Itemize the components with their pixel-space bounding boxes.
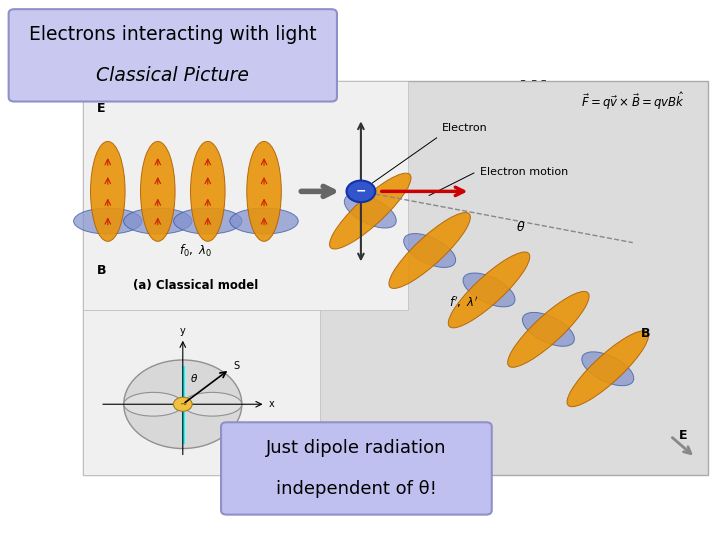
Ellipse shape [140, 141, 175, 241]
Text: Just dipole radiation: Just dipole radiation [266, 439, 446, 457]
Text: Electron: Electron [442, 123, 488, 133]
Text: Electrons interacting with light: Electrons interacting with light [29, 25, 317, 44]
Circle shape [124, 360, 242, 449]
Text: −: − [356, 185, 366, 198]
Text: S: S [234, 361, 240, 372]
Ellipse shape [124, 208, 192, 234]
Ellipse shape [463, 273, 515, 307]
Ellipse shape [582, 352, 634, 386]
Text: Classical Picture: Classical Picture [96, 66, 249, 85]
Ellipse shape [449, 252, 530, 328]
Text: ~: ~ [179, 400, 186, 409]
Text: E: E [678, 429, 687, 442]
Ellipse shape [404, 234, 456, 267]
FancyBboxPatch shape [221, 422, 492, 515]
Ellipse shape [247, 141, 282, 241]
Text: $\theta$: $\theta$ [516, 220, 525, 234]
FancyBboxPatch shape [83, 81, 708, 475]
Ellipse shape [73, 208, 142, 234]
Text: ‾   ‾  ‾: ‾ ‾ ‾ [520, 80, 546, 90]
Text: Electron motion: Electron motion [480, 167, 568, 177]
FancyBboxPatch shape [83, 81, 408, 309]
Ellipse shape [91, 141, 125, 241]
Text: $\theta$: $\theta$ [189, 372, 198, 384]
Ellipse shape [183, 393, 242, 416]
Text: B: B [641, 327, 650, 340]
Ellipse shape [567, 331, 649, 407]
Ellipse shape [523, 313, 575, 346]
Circle shape [174, 397, 192, 411]
Ellipse shape [508, 292, 589, 367]
Text: $f_0,\ \lambda_0$: $f_0,\ \lambda_0$ [179, 242, 212, 259]
Ellipse shape [330, 173, 411, 249]
Text: x: x [269, 399, 274, 409]
Ellipse shape [344, 194, 396, 228]
Ellipse shape [230, 208, 298, 234]
Text: (a) Classical model: (a) Classical model [132, 280, 258, 293]
Text: independent of θ!: independent of θ! [276, 480, 437, 498]
FancyBboxPatch shape [83, 309, 320, 475]
Ellipse shape [191, 141, 225, 241]
Text: E: E [97, 102, 106, 115]
Text: y: y [180, 326, 186, 336]
Ellipse shape [389, 213, 470, 288]
Circle shape [346, 180, 375, 202]
Text: B: B [96, 264, 107, 276]
Text: $f',\ \lambda'$: $f',\ \lambda'$ [449, 294, 479, 309]
Ellipse shape [174, 208, 242, 234]
FancyBboxPatch shape [9, 9, 337, 102]
Text: $\vec{F} = q\vec{v}\times\vec{B} = qvB\hat{k}$: $\vec{F} = q\vec{v}\times\vec{B} = qvB\h… [581, 90, 685, 112]
Ellipse shape [124, 393, 183, 416]
